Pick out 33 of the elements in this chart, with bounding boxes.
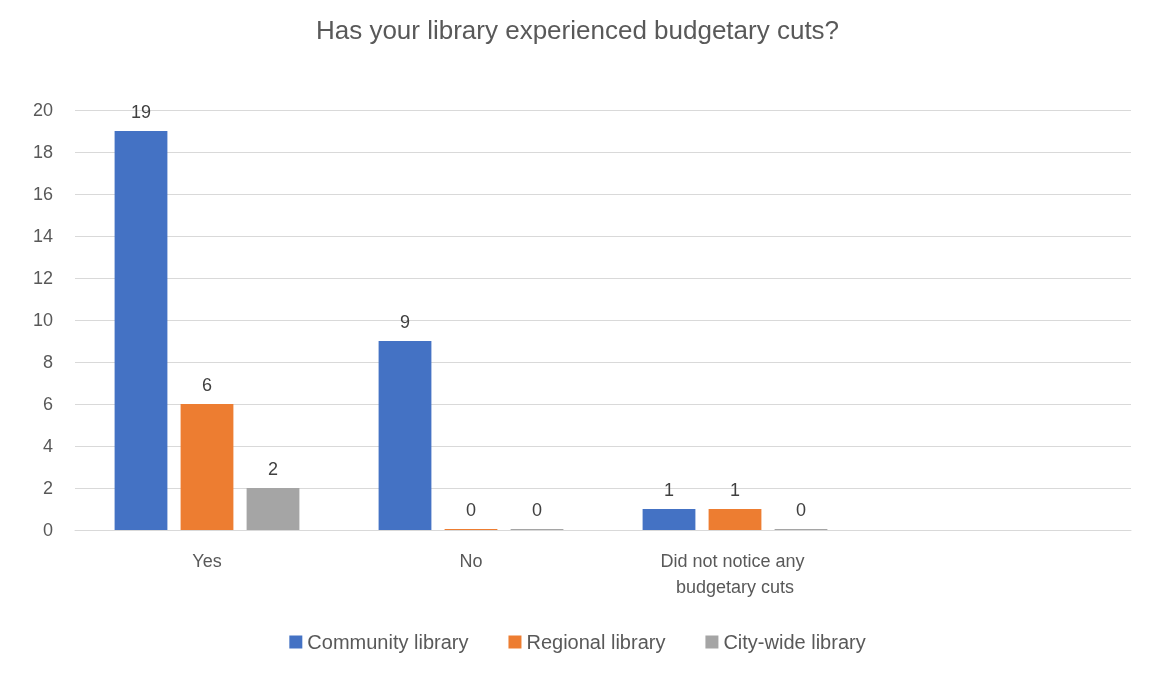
y-tick-label: 4 [42, 436, 53, 456]
data-label: 2 [267, 459, 279, 479]
legend-label: Regional library [526, 631, 666, 653]
x-tick-label: Yes [192, 551, 222, 571]
y-tick-label: 6 [42, 394, 53, 414]
data-label: 1 [729, 480, 741, 500]
data-label: 19 [130, 102, 152, 122]
data-label: 0 [531, 500, 543, 520]
bar [180, 404, 234, 530]
y-tick-label: 12 [32, 268, 53, 288]
bar [708, 509, 762, 530]
y-tick-label: 20 [32, 100, 53, 120]
data-label: 6 [201, 375, 213, 395]
bar [378, 341, 432, 530]
legend-label: Community library [307, 631, 469, 653]
y-tick-label: 18 [32, 142, 53, 162]
data-label: 0 [795, 500, 807, 520]
y-tick-label: 16 [32, 184, 53, 204]
x-tick-label: Did not notice any budgetary cuts [660, 551, 810, 597]
chart-title: Has your library experienced budgetary cuts? [315, 15, 840, 45]
bar [246, 488, 300, 530]
x-tick-label: No [459, 551, 483, 571]
data-label: 9 [399, 312, 411, 332]
y-tick-label: 2 [42, 478, 53, 498]
y-tick-label: 10 [32, 310, 53, 330]
y-tick-label: 0 [42, 520, 53, 540]
data-label: 0 [465, 500, 477, 520]
bar [642, 509, 696, 530]
bar [114, 131, 168, 530]
data-label: 1 [663, 480, 675, 500]
y-tick-label: 8 [42, 352, 53, 372]
legend-label: City-wide library [723, 631, 866, 653]
y-tick-label: 14 [32, 226, 53, 246]
